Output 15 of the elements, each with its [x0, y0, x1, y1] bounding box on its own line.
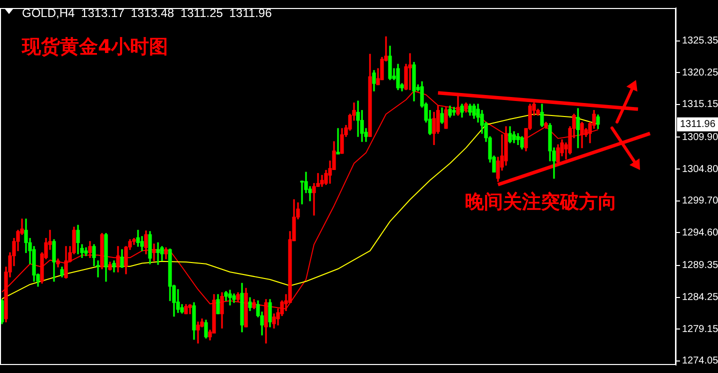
annotation: 晚间关注突破方向 [465, 190, 617, 213]
y-tick-label: 1274.05 [682, 356, 718, 367]
y-tick-label: 1304.80 [682, 164, 718, 175]
y-tick-label: 1289.35 [682, 260, 718, 272]
y-tick-label: 1299.70 [682, 196, 718, 207]
y-tick-label: 1315.15 [682, 99, 718, 110]
y-tick-label: 1279.15 [682, 324, 718, 335]
y-tick-label: 1325.35 [682, 36, 718, 47]
chart-title: GOLD,H4 1313.17 1313.48 1311.25 1311.96 [22, 6, 272, 20]
y-tick-label: 1320.25 [682, 67, 718, 78]
y-tick-label: 1294.60 [682, 227, 718, 238]
annotation: 1311.96 [680, 119, 716, 130]
annotation: 现货黄金4小时图 [21, 36, 168, 58]
y-tick-label: 1309.90 [682, 132, 718, 143]
y-tick-label: 1284.25 [682, 292, 718, 304]
